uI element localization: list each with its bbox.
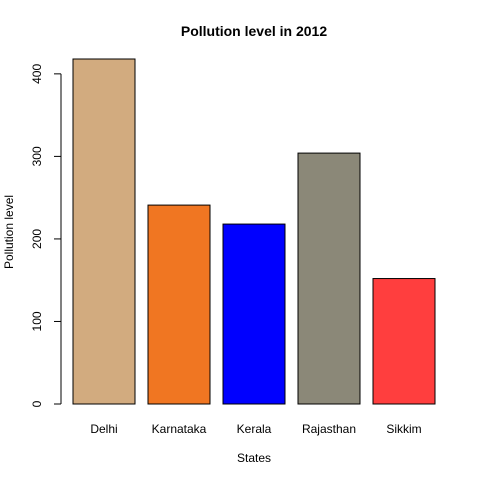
bar-rajasthan [297, 152, 361, 405]
x-tick-label: Karnataka [152, 422, 207, 436]
y-tick-label: 100 [30, 311, 44, 331]
bars [72, 58, 436, 405]
x-tick-label: Kerala [237, 422, 272, 436]
x-tick-labels: Delhi Karnataka Kerala Rajasthan Sikkim [90, 422, 421, 436]
bar-sikkim [372, 278, 436, 405]
x-tick-label: Delhi [90, 422, 117, 436]
x-tick-label: Rajasthan [302, 422, 356, 436]
x-axis-title: States [237, 451, 271, 465]
bar-kerala [222, 223, 286, 405]
bar-delhi [72, 58, 136, 405]
bar-karnataka [147, 204, 211, 405]
y-axis: 0 100 200 300 400 [30, 64, 62, 407]
y-tick-label: 300 [30, 146, 44, 166]
x-tick-label: Sikkim [386, 422, 421, 436]
chart-title: Pollution level in 2012 [181, 23, 327, 39]
y-axis-title: Pollution level [2, 195, 16, 269]
y-tick-label: 0 [30, 400, 44, 407]
y-tick-label: 400 [30, 64, 44, 84]
y-tick-label: 200 [30, 229, 44, 249]
